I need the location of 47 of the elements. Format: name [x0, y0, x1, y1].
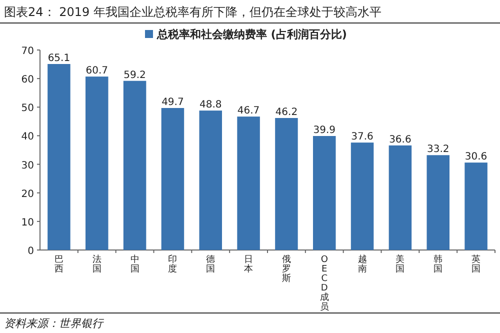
bar — [313, 136, 336, 250]
x-tick-label: 印度 — [168, 254, 178, 274]
x-tick-label: 美国 — [396, 254, 405, 274]
data-label: 59.2 — [124, 70, 146, 81]
data-label: 49.7 — [162, 97, 184, 108]
bar — [350, 142, 374, 250]
y-tick-label: 60 — [21, 74, 34, 86]
y-tick-label: 20 — [21, 188, 34, 200]
bar — [237, 116, 260, 250]
data-label: 60.7 — [86, 66, 108, 77]
y-tick-label: 50 — [21, 103, 34, 114]
x-tick-label: 巴西 — [54, 255, 64, 274]
data-label: 48.8 — [199, 100, 222, 111]
x-tick-label: 日本 — [244, 255, 254, 274]
chart-title: 图表24： 2019 年我国企业总税率有所下降，但仍在全球处于较高水平 — [4, 5, 382, 19]
data-label: 39.9 — [313, 125, 336, 136]
bar — [464, 162, 488, 250]
data-label: 37.6 — [351, 132, 374, 143]
y-tick-label: 10 — [21, 217, 34, 228]
bar — [86, 76, 108, 250]
data-label: 46.2 — [275, 107, 298, 118]
x-tick-label: 德国 — [206, 254, 216, 274]
text: 资料来源：世界银行 — [4, 317, 105, 330]
y-tick-label: 70 — [21, 46, 34, 57]
x-tick-label: OECD成员 — [320, 255, 329, 312]
x-tick-label: 韩国 — [434, 254, 443, 274]
x-tick-label: 俄罗斯 — [282, 254, 291, 284]
y-tick-label: 40 — [21, 132, 34, 143]
x-tick-label: 法国 — [92, 254, 102, 274]
data-label: 36.6 — [389, 134, 412, 146]
bar — [275, 118, 298, 250]
bar — [199, 110, 222, 250]
x-tick-label: 越南 — [358, 254, 367, 274]
y-tick-label: 0 — [28, 246, 34, 257]
bar — [123, 80, 146, 250]
bar — [161, 108, 184, 250]
bar — [426, 155, 450, 250]
bar — [48, 64, 70, 250]
bar — [388, 145, 412, 250]
data-label: 33.2 — [426, 144, 450, 156]
x-tick-label: 英国 — [472, 254, 481, 274]
legend: 总税率和社会缴纳费率 (占利润百分比) — [145, 28, 347, 41]
x-tick-label: 中国 — [130, 254, 140, 274]
data-label: 65.1 — [48, 53, 70, 64]
y-tick-label: 30 — [21, 160, 34, 172]
data-label: 46.7 — [237, 106, 260, 117]
data-label: 30.6 — [464, 152, 488, 163]
